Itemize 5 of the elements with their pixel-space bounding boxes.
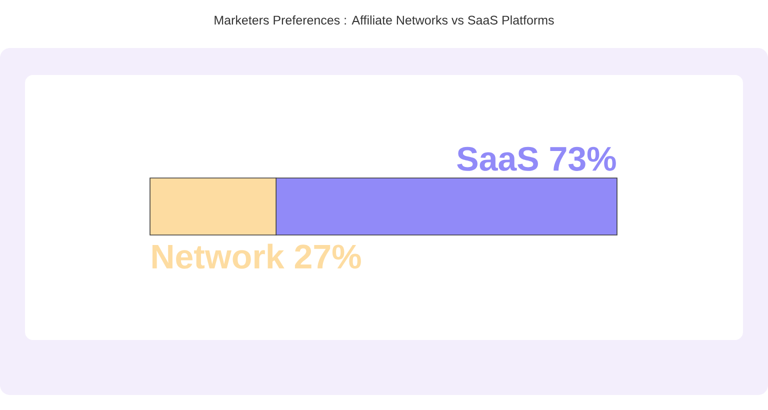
data-label: 27% <box>294 244 361 269</box>
chart-title: Marketers Preferences : Affiliate Networks vs SaaS Platforms <box>214 15 554 25</box>
data-label: 73% <box>550 146 616 171</box>
series-label: Network <box>152 244 284 269</box>
series-label: SaaS <box>457 146 538 171</box>
